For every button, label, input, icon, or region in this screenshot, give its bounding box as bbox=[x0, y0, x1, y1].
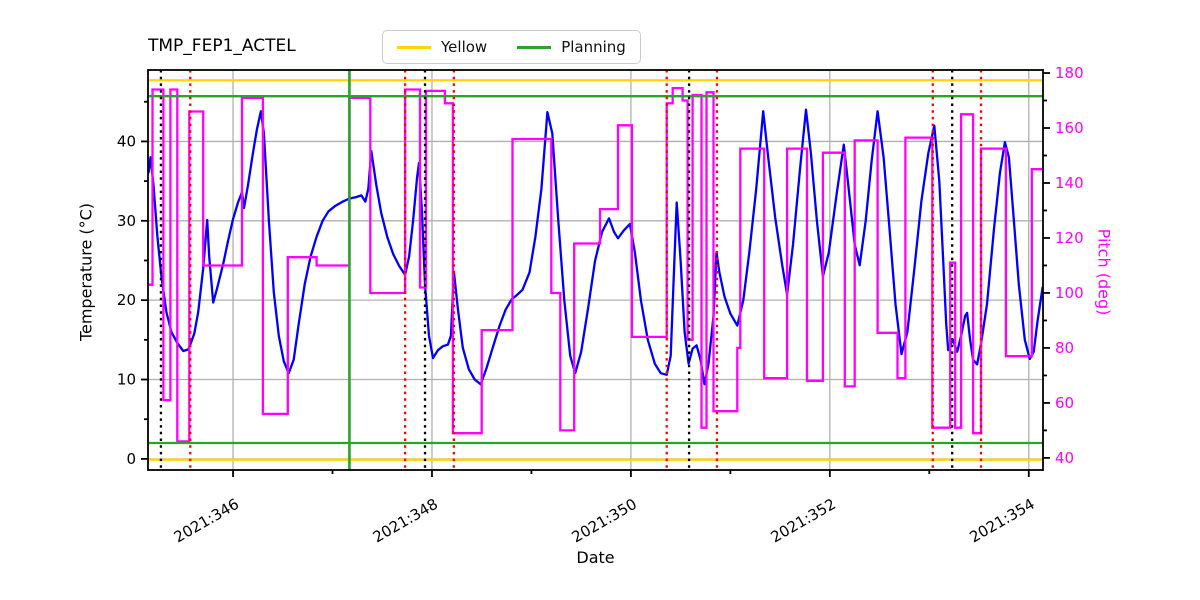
right-tick-label: 80 bbox=[1055, 339, 1074, 357]
spines bbox=[147, 69, 1044, 471]
right-tick-label: 140 bbox=[1055, 174, 1084, 192]
temperature-series-line bbox=[148, 108, 1043, 386]
event-lines bbox=[159, 70, 983, 470]
yellow-limit-swatch bbox=[397, 45, 431, 49]
y-axis-label-right: Pitch (deg) bbox=[1094, 228, 1114, 316]
pitch-series-line bbox=[148, 86, 1043, 443]
left-tick-label: 10 bbox=[117, 371, 136, 389]
legend-label-planning: Planning bbox=[561, 38, 626, 56]
left-tick-label: 40 bbox=[117, 132, 136, 150]
legend-item-yellow: Yellow bbox=[397, 38, 487, 56]
x-tick-label: 2021:348 bbox=[370, 495, 441, 547]
x-tick-label: 2021:350 bbox=[569, 495, 640, 547]
right-tick-label: 60 bbox=[1055, 394, 1074, 412]
data-series bbox=[148, 86, 1043, 443]
right-tick-label: 180 bbox=[1055, 64, 1084, 82]
x-tick-label: 2021:352 bbox=[768, 495, 839, 547]
plot-border bbox=[147, 69, 1044, 471]
right-tick-label: 100 bbox=[1055, 284, 1084, 302]
right-tick-label: 160 bbox=[1055, 119, 1084, 137]
planning-limit-swatch bbox=[517, 45, 552, 49]
left-tick-label: 30 bbox=[117, 212, 136, 230]
legend: Yellow Planning bbox=[382, 30, 641, 64]
right-tick-label: 40 bbox=[1055, 449, 1074, 467]
limit-lines bbox=[148, 79, 1043, 461]
y-axis-label-left: Temperature (°C) bbox=[76, 202, 96, 342]
legend-label-yellow: Yellow bbox=[441, 38, 488, 56]
plot-title: TMP_FEP1_ACTEL bbox=[148, 36, 296, 56]
legend-item-planning: Planning bbox=[517, 38, 626, 56]
left-tick-label: 20 bbox=[117, 291, 136, 309]
x-tick-label: 2021:346 bbox=[171, 495, 242, 547]
x-axis-label: Date bbox=[576, 548, 615, 567]
left-tick-label: 0 bbox=[126, 450, 136, 468]
grid bbox=[148, 70, 1043, 470]
x-tick-label: 2021:354 bbox=[967, 495, 1038, 547]
right-tick-label: 120 bbox=[1055, 229, 1084, 247]
